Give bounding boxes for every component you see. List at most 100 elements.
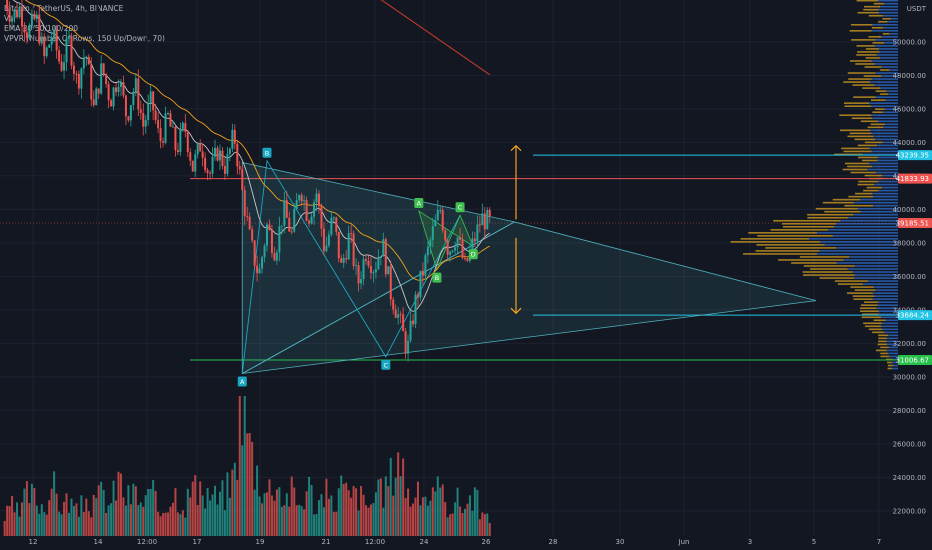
price-tick-label: 24000.00 — [893, 474, 926, 482]
profile-up-bar — [828, 229, 898, 231]
volume-bar — [72, 505, 75, 536]
candle-body — [253, 240, 256, 266]
candle-body — [228, 148, 231, 154]
candle-body — [186, 131, 189, 153]
candle-body — [70, 36, 73, 66]
candle-body — [360, 279, 363, 284]
candle-body — [362, 259, 365, 280]
profile-down-bar — [810, 268, 848, 270]
price-tag-label: 33684.24 — [896, 312, 930, 320]
price-axis[interactable]: USDT 22000.00 24000.00 26000.00 28000.00 300… — [893, 5, 932, 515]
volume-bar — [28, 503, 31, 536]
candle-body — [167, 113, 169, 115]
profile-up-bar — [886, 337, 898, 340]
profile-up-bar — [870, 129, 898, 132]
profile-down-bar — [740, 238, 809, 240]
volume-bar — [189, 497, 192, 536]
candle-body — [144, 120, 147, 127]
price-tick-label: 32000.00 — [893, 340, 926, 348]
volume-bar — [355, 488, 358, 536]
profile-down-bar — [878, 334, 889, 337]
volume-bar — [50, 488, 53, 536]
profile-up-bar — [888, 346, 898, 349]
volume-bar — [18, 516, 21, 536]
profile-down-bar — [863, 75, 882, 77]
profile-up-bar — [853, 213, 898, 216]
profile-up-bar — [819, 250, 898, 252]
volume-bar — [446, 517, 449, 536]
profile-up-bar — [878, 48, 898, 50]
time-tick-label: 21 — [322, 538, 331, 546]
profile-up-bar — [824, 244, 898, 246]
candle-body — [332, 217, 335, 219]
candle-body — [110, 100, 113, 107]
candle-body — [256, 265, 259, 274]
volume-bar — [258, 496, 261, 536]
volume-bar — [342, 483, 345, 536]
profile-down-bar — [864, 141, 883, 144]
volume-bar — [270, 495, 273, 536]
profile-up-bar — [868, 162, 898, 165]
profile-up-bar — [875, 96, 898, 98]
candle-body — [399, 314, 402, 316]
candle-body — [419, 270, 422, 298]
profile-down-bar — [843, 102, 870, 104]
volume-bar — [340, 475, 343, 536]
profile-up-bar — [836, 222, 898, 225]
candle-body — [45, 47, 48, 57]
profile-down-bar — [843, 150, 872, 153]
candle-body — [466, 258, 469, 261]
profile-down-bar — [870, 123, 885, 126]
candle-body — [25, 32, 28, 39]
volume-bar — [144, 495, 147, 536]
candle-body — [112, 87, 115, 107]
profile-down-bar — [765, 247, 837, 249]
volume-bar — [325, 478, 328, 536]
profile-down-bar — [743, 253, 818, 255]
profile-up-bar — [832, 235, 898, 237]
candle-body — [124, 95, 127, 117]
profile-down-bar — [855, 63, 875, 65]
volume-bar — [204, 508, 207, 536]
profile-down-bar — [839, 129, 871, 132]
time-axis[interactable]: 12 14 12:00 17 19 21 12:00 24 26 28 30 Jun 3 5 7 — [29, 538, 882, 546]
candle-body — [184, 122, 187, 132]
profile-down-bar — [855, 192, 873, 195]
candle-body — [300, 195, 303, 202]
profile-up-bar — [889, 33, 898, 35]
candle-body — [139, 109, 142, 114]
profile-down-bar — [849, 60, 872, 62]
profile-down-bar — [832, 198, 861, 201]
volume-bar — [149, 488, 152, 536]
volume-bar — [35, 505, 38, 536]
profile-down-bar — [878, 340, 887, 343]
profile-up-bar — [878, 11, 898, 14]
candle-body — [335, 217, 338, 232]
profile-down-bar — [863, 8, 879, 11]
volume-bar — [194, 475, 197, 536]
profile-down-bar — [848, 195, 874, 198]
price-tick-label: 28000.00 — [893, 407, 926, 415]
profile-up-bar — [874, 63, 898, 65]
price-tag — [898, 150, 932, 161]
price-tag — [898, 355, 932, 366]
projection-arrows — [510, 144, 522, 315]
profile-down-bar — [862, 313, 879, 316]
candle-body — [280, 225, 283, 227]
candle-body — [231, 129, 234, 149]
volume-bar — [90, 517, 93, 536]
candle-body — [372, 272, 375, 274]
candle-body — [476, 224, 479, 242]
profile-up-bar — [874, 295, 898, 297]
profile-up-bar — [870, 81, 898, 83]
candle-body — [449, 251, 452, 255]
profile-down-bar — [847, 72, 876, 74]
volume-bar — [87, 511, 90, 536]
candle-body — [374, 269, 377, 273]
profile-down-bar — [863, 322, 883, 325]
profile-up-bar — [885, 319, 898, 322]
volume-bar — [360, 486, 363, 536]
profile-down-bar — [852, 84, 875, 86]
volume-bar — [11, 495, 14, 536]
